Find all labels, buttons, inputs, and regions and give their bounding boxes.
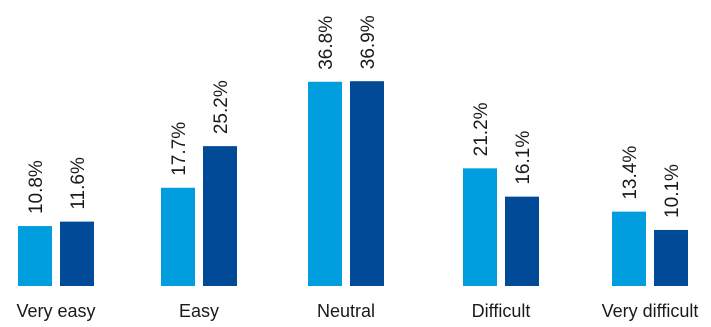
value-label-4-1: 10.1% xyxy=(662,164,683,218)
bar-4-1 xyxy=(654,229,688,286)
value-label-3-1: 16.1% xyxy=(513,131,534,185)
category-label-2: Neutral xyxy=(317,301,375,321)
value-label-1-1: 25.2% xyxy=(211,80,232,134)
bars-layer xyxy=(18,81,688,286)
value-label-2-0: 36.8% xyxy=(316,16,337,70)
bar-1-0 xyxy=(161,187,195,286)
bar-3-0 xyxy=(463,168,497,286)
value-label-2-1: 36.9% xyxy=(358,15,379,69)
category-label-0: Very easy xyxy=(16,301,95,321)
bar-2-1 xyxy=(350,81,384,286)
bar-1-1 xyxy=(203,146,237,286)
bar-0-1 xyxy=(60,221,94,286)
category-label-1: Easy xyxy=(179,301,219,321)
bar-4-0 xyxy=(612,211,646,286)
value-label-4-0: 13.4% xyxy=(620,146,641,200)
category-label-4: Very difficult xyxy=(602,301,699,321)
value-labels-layer: 10.8% 11.6% 17.7% 25.2% 36.8% 36.9% 21.2% 16.1%… xyxy=(26,15,683,218)
category-labels-layer: Very easy Easy Neutral Difficult Very diffic… xyxy=(16,301,698,321)
bar-0-0 xyxy=(18,226,52,286)
value-label-3-0: 21.2% xyxy=(471,102,492,156)
bar-3-1 xyxy=(505,196,539,286)
value-label-0-1: 11.6% xyxy=(68,157,89,210)
value-label-1-0: 17.7% xyxy=(169,122,190,176)
category-label-3: Difficult xyxy=(472,301,531,321)
value-label-0-0: 10.8% xyxy=(26,160,47,214)
bar-2-0 xyxy=(308,81,342,286)
